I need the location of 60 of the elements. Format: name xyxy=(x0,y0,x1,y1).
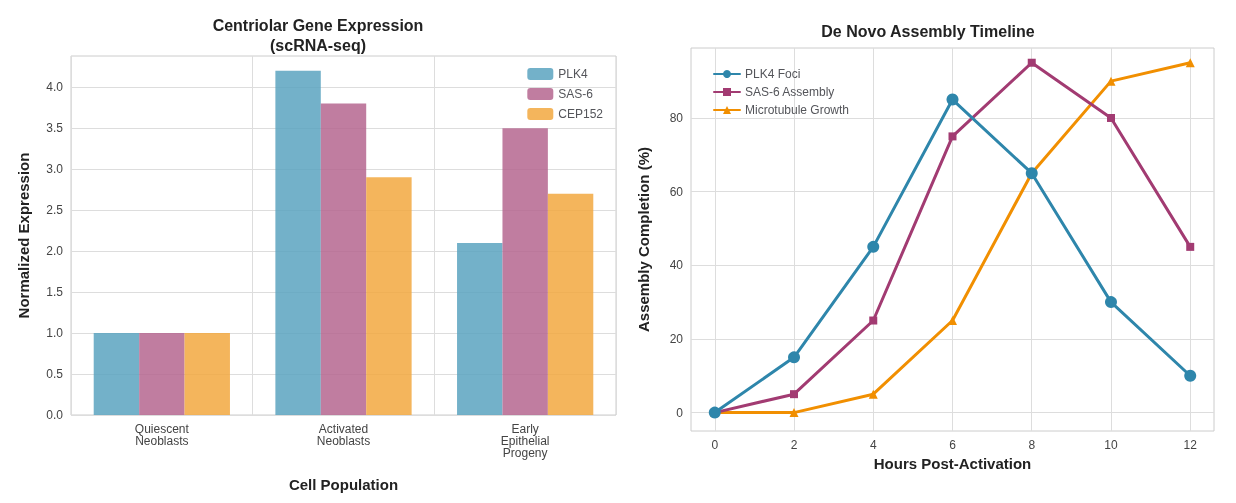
point xyxy=(948,132,957,141)
point xyxy=(1106,76,1116,86)
y-axis-title: Assembly Completion (%) xyxy=(635,146,652,333)
bar xyxy=(457,242,503,415)
x-tick-label: Early Epithelial Progeny xyxy=(500,422,550,460)
bar xyxy=(184,333,230,415)
point xyxy=(789,408,799,418)
x-tick-label: 6 xyxy=(949,438,957,452)
point xyxy=(867,240,880,253)
y-tick-label: 0.5 xyxy=(46,367,64,382)
point xyxy=(788,351,801,364)
y-tick-label: 0.0 xyxy=(46,408,64,422)
x-tick-label: 4 xyxy=(869,438,877,452)
point xyxy=(1184,369,1197,382)
y-tick-label: 2.5 xyxy=(46,203,64,218)
point xyxy=(1027,58,1036,67)
x-tick-label: Quiescent Neoblasts xyxy=(134,422,190,448)
point xyxy=(1186,242,1195,251)
legend-label: PLK4 xyxy=(558,67,588,81)
point xyxy=(1105,296,1117,309)
x-tick-label: 2 xyxy=(790,438,798,452)
legend-label: PLK4 Foci xyxy=(745,67,801,81)
bar xyxy=(139,333,185,415)
y-tick-label: 20 xyxy=(669,331,684,346)
x-tick-label: 8 xyxy=(1028,438,1036,452)
point xyxy=(790,390,799,399)
x-tick-label: 0 xyxy=(711,438,719,452)
x-tick-label: Activated Neoblasts xyxy=(316,422,371,448)
bar xyxy=(320,103,367,415)
y-tick-label: 80 xyxy=(669,110,684,125)
legend-label: SAS-6 xyxy=(558,87,594,101)
y-tick-label: 0 xyxy=(676,405,684,420)
legend-label: CEP152 xyxy=(558,107,604,121)
bar xyxy=(275,70,321,415)
y-tick-label: 4.0 xyxy=(46,80,64,95)
y-axis-title: Normalized Expression xyxy=(15,152,32,319)
y-tick-label: 1.0 xyxy=(46,326,64,341)
point xyxy=(1106,113,1115,122)
x-tick-label: 12 xyxy=(1183,438,1198,452)
y-tick-label: 40 xyxy=(669,258,684,273)
point xyxy=(868,389,878,399)
point xyxy=(869,316,878,325)
legend-label: SAS-6 Assembly xyxy=(745,85,835,99)
y-tick-label: 3.5 xyxy=(46,121,64,136)
bar xyxy=(547,193,594,415)
chart-title: Centriolar Gene Expression (scRNA-seq) xyxy=(212,16,424,54)
y-tick-label: 1.5 xyxy=(46,285,64,300)
y-tick-label: 3.0 xyxy=(46,162,64,177)
y-tick-label: 60 xyxy=(669,184,684,199)
x-axis-title: Cell Population xyxy=(288,476,399,493)
bar xyxy=(93,333,140,415)
bar xyxy=(502,128,548,415)
x-tick-label: 10 xyxy=(1104,438,1118,452)
y-tick-label: 2.0 xyxy=(46,244,64,259)
point xyxy=(948,316,957,326)
x-axis-title: Hours Post-Activation xyxy=(873,454,1032,472)
bar xyxy=(366,177,412,415)
chart-title: De Novo Assembly Timeline xyxy=(821,22,1035,40)
legend-label: Microtubule Growth xyxy=(745,103,850,117)
point xyxy=(946,93,959,106)
